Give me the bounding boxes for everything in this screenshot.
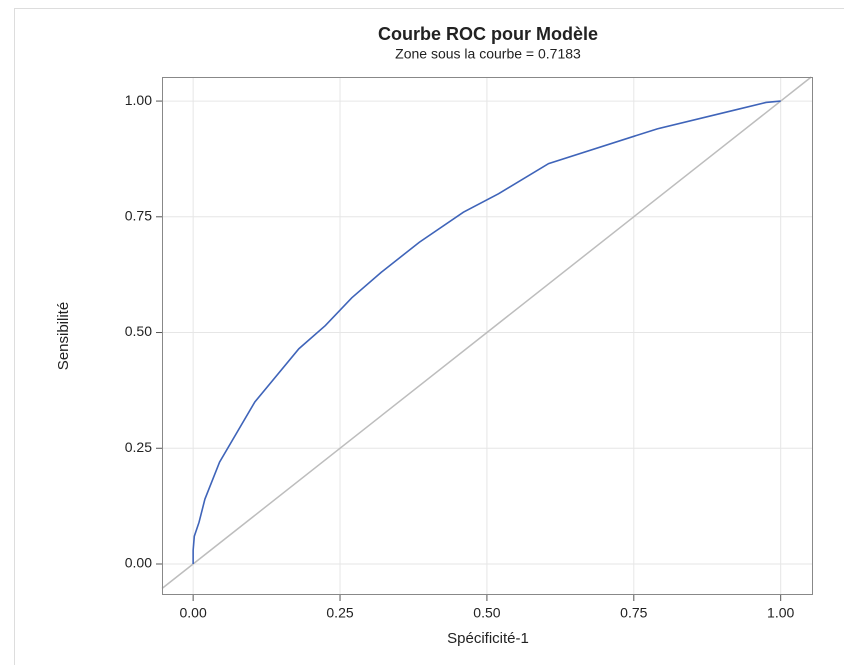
chart-title: Courbe ROC pour Modèle: [378, 24, 598, 44]
y-tick-label: 0.00: [125, 555, 152, 571]
x-tick-label: 0.25: [326, 605, 353, 621]
y-tick-label: 0.75: [125, 208, 152, 224]
chart-subtitle: Zone sous la courbe = 0.7183: [395, 46, 581, 62]
x-tick-label: 0.75: [620, 605, 647, 621]
y-tick-label: 0.50: [125, 323, 152, 339]
outer-frame: [14, 8, 844, 665]
roc-curve: [192, 100, 781, 564]
x-tick-label: 0.00: [180, 605, 207, 621]
plot-frame: [162, 77, 813, 595]
y-tick-label: 0.25: [125, 439, 152, 455]
x-tick-label: 0.50: [473, 605, 500, 621]
x-tick-label: 1.00: [767, 605, 794, 621]
reference-diagonal: [161, 76, 812, 590]
y-tick-label: 1.00: [125, 92, 152, 108]
x-axis-label: Spécificité-1: [447, 630, 529, 647]
y-axis-label: Sensibilité: [55, 302, 72, 370]
